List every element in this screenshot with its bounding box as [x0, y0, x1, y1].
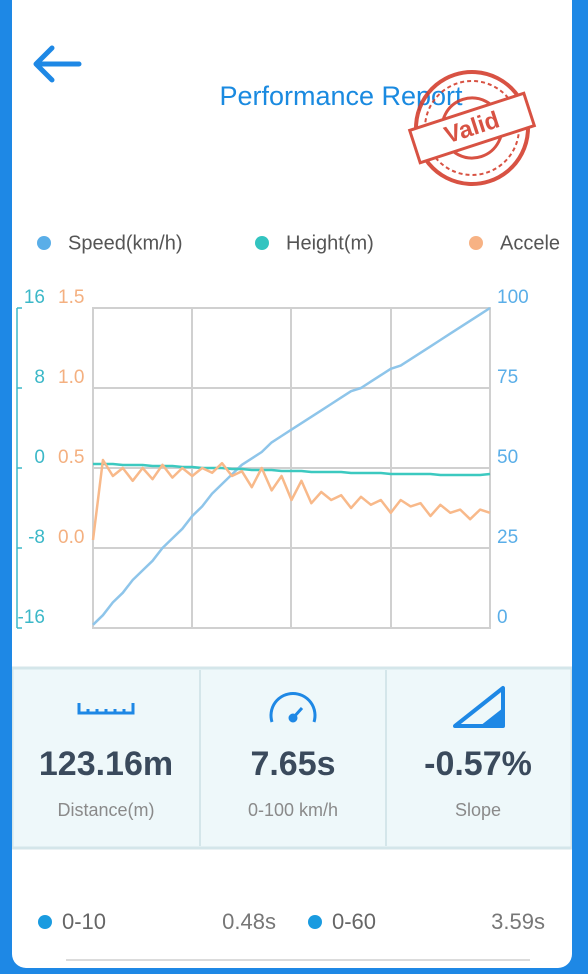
slope-icon — [453, 686, 505, 728]
stat-value: 7.65s — [250, 745, 335, 783]
y2-tick-label: 100 — [497, 287, 529, 308]
gauge-icon — [269, 691, 317, 723]
content: Performance Report Valid 1680-8-161.51.0… — [12, 45, 572, 961]
stat-value: 123.16m — [39, 745, 173, 783]
y3-tick-label: 0.5 — [58, 447, 84, 468]
stat-value: -0.57% — [424, 745, 532, 783]
y3-tick-label: 1.5 — [58, 287, 84, 308]
stat-label: Slope — [455, 800, 501, 820]
y-tick-label: 8 — [34, 367, 45, 388]
legend-marker — [255, 236, 269, 250]
y-tick-label: -16 — [18, 607, 45, 628]
y2-tick-label: 25 — [497, 527, 518, 548]
split-marker — [308, 915, 322, 929]
stats-panel — [12, 666, 572, 850]
splits: 0-10 0.48s 0-60 3.59s — [38, 909, 545, 934]
split-label: 0-60 — [332, 909, 376, 934]
y2-tick-label: 0 — [497, 607, 508, 628]
back-button[interactable] — [33, 45, 82, 83]
series-line — [91, 458, 491, 541]
ruler-icon — [77, 703, 135, 715]
stats: 123.16m Distance(m) 7.65s 0-100 km/h -0.57% S… — [39, 745, 532, 820]
split-time: 0.48s — [222, 909, 276, 934]
chart: 16 8 0 -8 -16 1.5 1.0 0.5 0.0 100 75 50 25 0 Speed(km/… — [16, 232, 560, 629]
legend-marker — [469, 236, 483, 250]
y-tick-label: -8 — [28, 527, 45, 548]
stat-label: 0-100 km/h — [248, 800, 338, 820]
y2-tick-label: 50 — [497, 447, 518, 468]
legend-marker — [37, 236, 51, 250]
y-tick-label: 16 — [24, 287, 45, 308]
y3-tick-label: 1.0 — [58, 367, 84, 388]
series-line — [93, 462, 491, 477]
split-label: 0-10 — [62, 909, 106, 934]
legend-label[interactable]: Height(m) — [286, 232, 374, 254]
y-tick-label: 0 — [34, 447, 45, 468]
split-time: 3.59s — [491, 909, 545, 934]
y3-tick-label: 0.0 — [58, 527, 84, 548]
y2-tick-label: 75 — [497, 367, 518, 388]
series-line — [92, 306, 491, 626]
legend-label[interactable]: Speed(km/h) — [68, 232, 183, 254]
split-marker — [38, 915, 52, 929]
legend-label[interactable]: Accele — [500, 232, 560, 254]
stat-label: Distance(m) — [57, 800, 154, 820]
